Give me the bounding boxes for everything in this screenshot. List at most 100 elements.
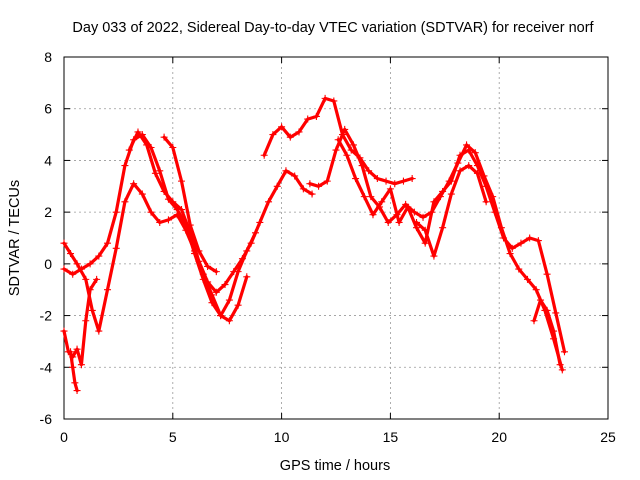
data-point (243, 273, 251, 281)
data-point (125, 146, 133, 154)
y-tick-label: 4 (44, 152, 52, 168)
series-line (68, 350, 79, 393)
data-point (238, 255, 246, 263)
grid (64, 57, 608, 419)
data-point (160, 187, 168, 195)
data-point (315, 182, 323, 190)
data-point (465, 162, 473, 170)
data-point (273, 182, 281, 190)
data-point (334, 136, 342, 144)
data-point (552, 309, 560, 317)
data-point (147, 208, 155, 216)
data-point (410, 208, 418, 216)
data-point (360, 193, 368, 201)
data-point (365, 167, 373, 175)
data-point (95, 252, 103, 260)
data-point (93, 275, 101, 283)
data-point (60, 327, 68, 335)
data-point (332, 146, 340, 154)
data-point (295, 128, 303, 136)
y-axis-label: SDTVAR / TECUs (7, 180, 23, 296)
data-point (247, 239, 255, 247)
data-point (386, 185, 394, 193)
series-sat-e (125, 128, 316, 296)
data-point (73, 387, 81, 395)
series-sat-f (160, 133, 220, 276)
data-point (306, 180, 314, 188)
data-point (67, 250, 75, 258)
data-point (537, 296, 545, 304)
y-tick-label: -6 (40, 411, 53, 427)
y-tick-label: -2 (40, 308, 53, 324)
data-point (543, 270, 551, 278)
data-point (465, 146, 473, 154)
data-point (330, 97, 338, 105)
series-line (308, 127, 564, 372)
series-line (127, 130, 314, 294)
plot-frame (63, 56, 609, 420)
data-point (178, 206, 186, 214)
x-tick-labels: 0 5 10 15 20 25 (60, 429, 616, 445)
data-point (358, 162, 366, 170)
data-point (186, 221, 194, 229)
data-point (408, 175, 416, 183)
data-point (534, 237, 542, 245)
data-point (134, 128, 142, 136)
x-tick-label: 20 (491, 429, 507, 445)
data-point (439, 224, 447, 232)
axis-ticks (63, 56, 609, 420)
data-point (304, 115, 312, 123)
data-point (312, 112, 320, 120)
data-point (430, 198, 438, 206)
data-point (491, 208, 499, 216)
data-point (86, 286, 94, 294)
x-tick-label: 5 (169, 429, 177, 445)
data-point (343, 151, 351, 159)
data-point (67, 348, 75, 356)
x-tick-label: 15 (383, 429, 399, 445)
chart-title: Day 033 of 2022, Sidereal Day-to-day VTE… (72, 20, 594, 36)
data-point (413, 218, 421, 226)
data-point (204, 262, 212, 270)
data-point (208, 299, 216, 307)
data-point (308, 190, 316, 198)
data-point (60, 265, 68, 273)
data-point (404, 203, 412, 211)
y-tick-label: 0 (44, 256, 52, 272)
data-point (164, 216, 172, 224)
data-point (256, 218, 264, 226)
data-point (95, 327, 103, 335)
data-point (560, 348, 568, 356)
data-point (195, 257, 203, 265)
data-point (421, 239, 429, 247)
data-point (286, 133, 294, 141)
y-tick-label: -4 (40, 359, 53, 375)
data-point (341, 125, 349, 133)
data-point (500, 234, 508, 242)
data-point (204, 278, 212, 286)
data-point (212, 288, 220, 296)
data-point (523, 275, 531, 283)
series-sat-k (530, 296, 564, 369)
data-point (151, 169, 159, 177)
data-point (430, 252, 438, 260)
data-point (112, 208, 120, 216)
data-point (517, 239, 525, 247)
x-tick-label: 0 (60, 429, 68, 445)
data-point (367, 193, 375, 201)
data-point (419, 213, 427, 221)
data-point (447, 190, 455, 198)
data-point (82, 275, 90, 283)
data-point (399, 177, 407, 185)
data-point (373, 175, 381, 183)
data-point (156, 167, 164, 175)
y-tick-label: 2 (44, 204, 52, 220)
data-point (482, 182, 490, 190)
data-point (395, 218, 403, 226)
data-point (543, 306, 551, 314)
data-point (104, 239, 112, 247)
data-point (121, 162, 129, 170)
data-point (347, 146, 355, 154)
